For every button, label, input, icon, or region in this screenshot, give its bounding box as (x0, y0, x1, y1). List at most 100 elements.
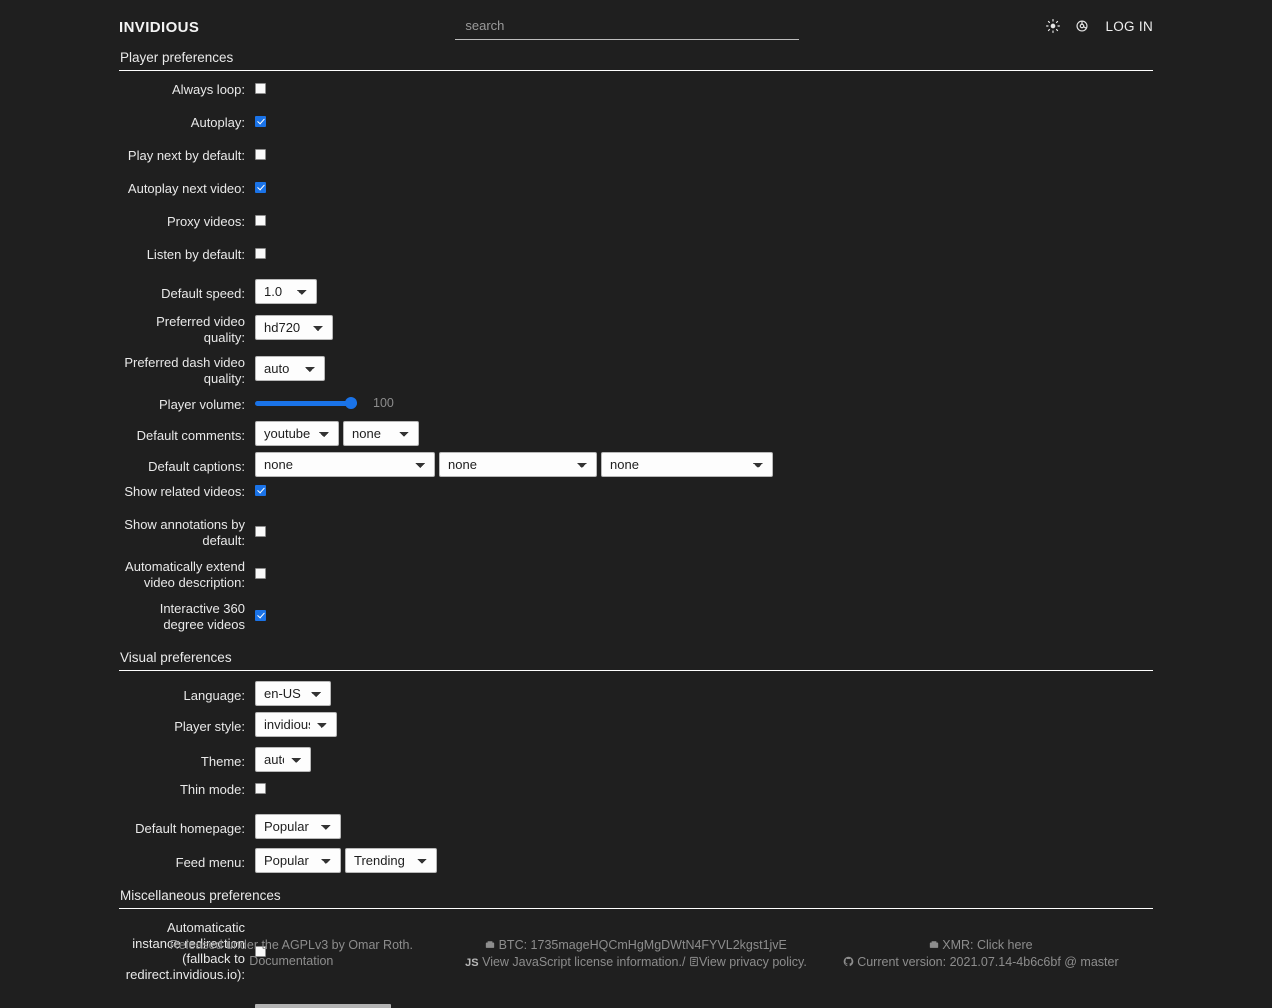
preferences-page: Player preferences Always loop: Autoplay… (0, 50, 1272, 1008)
checkbox-show-annotations[interactable] (255, 526, 266, 537)
pref-row-default-speed: Default speed: 1.0 (119, 279, 1153, 304)
section-divider-player (119, 70, 1153, 71)
footer-xmr-link[interactable]: XMR: Click here (942, 938, 1033, 952)
label-thin-mode: Thin mode: (179, 782, 245, 797)
footer-documentation-link[interactable]: Documentation (249, 953, 334, 968)
checkbox-proxy-videos[interactable] (255, 215, 266, 226)
label-auto-redirect: Automaticatic instance redirection (fall… (125, 920, 245, 982)
select-dash-quality[interactable]: auto (255, 356, 325, 381)
label-play-next: Play next by default: (127, 148, 245, 163)
checkbox-extend-description[interactable] (255, 568, 266, 579)
checkbox-auto-redirect[interactable] (255, 946, 266, 957)
sun-icon[interactable] (1045, 18, 1061, 34)
footer-separator: / (681, 954, 686, 969)
label-always-loop: Always loop: (172, 82, 245, 97)
section-legend-visual: Visual preferences (120, 650, 232, 665)
footer-btc-link[interactable]: BTC: 1735mageHQCmHgMgDWtN4FYVL2kgst1jvE (498, 938, 787, 952)
select-default-comments-2[interactable]: none (343, 421, 419, 446)
pref-row-play-next: Play next by default: (119, 147, 1153, 169)
pref-row-extend-description: Automatically extend video description: (119, 558, 1153, 590)
checkbox-interactive-360[interactable] (255, 610, 266, 621)
label-homepage: Default homepage: (135, 820, 245, 836)
label-show-related: Show related videos: (124, 484, 245, 499)
footer-right: XMR: Click here Current version: 2021.07… (808, 938, 1153, 971)
select-player-style[interactable]: invidious (255, 712, 337, 737)
footer-js-license-link[interactable]: View JavaScript license information. (482, 954, 682, 969)
checkbox-listen-default[interactable] (255, 248, 266, 259)
select-homepage[interactable]: Popular (255, 814, 341, 839)
section-legend-misc: Miscellaneous preferences (120, 888, 281, 903)
footer-center: BTC: 1735mageHQCmHgMgDWtN4FYVL2kgst1jvE … (464, 938, 809, 971)
pref-row-player-volume: Player volume: 100 (119, 392, 1153, 414)
brand-logo[interactable]: INVIDIOUS (119, 19, 200, 36)
label-dash-quality: Preferred dash video quality: (124, 355, 245, 386)
checkbox-autoplay[interactable] (255, 116, 266, 127)
pref-row-proxy-videos: Proxy videos: (119, 213, 1153, 235)
checkbox-show-related[interactable] (255, 485, 266, 496)
pref-row-listen-default: Listen by default: (119, 246, 1153, 268)
pref-row-default-captions: Default captions: none none none (119, 452, 1153, 477)
footer-btc-line: BTC: 1735mageHQCmHgMgDWtN4FYVL2kgst1jvE (464, 938, 809, 955)
select-default-captions-2[interactable]: none (439, 452, 597, 477)
login-link[interactable]: LOG IN (1105, 18, 1153, 34)
section-divider-visual (119, 670, 1153, 671)
label-interactive-360: Interactive 360 degree videos (159, 601, 245, 632)
label-player-style: Player style: (174, 718, 245, 734)
select-default-captions-1[interactable]: none (255, 452, 435, 477)
select-feed-menu-1[interactable]: Popular (255, 848, 341, 873)
footer-privacy-link[interactable]: View privacy policy. (698, 954, 807, 969)
pref-row-save: Save preferences (119, 1004, 1153, 1008)
pref-row-video-quality: Preferred video quality: hd720 (119, 310, 1153, 345)
label-show-annotations: Show annotations by default: (124, 517, 245, 548)
checkbox-autoplay-next[interactable] (255, 182, 266, 193)
select-default-captions-3[interactable]: none (601, 452, 773, 477)
player-volume-value: 100 (373, 396, 394, 410)
pref-row-feed-menu: Feed menu: Popular Trending (119, 848, 1153, 873)
label-default-comments: Default comments: (136, 427, 245, 443)
pref-row-language: Language: en-US (119, 681, 1153, 706)
section-legend-player: Player preferences (120, 50, 234, 65)
footer: Released under the AGPLv3 by Omar Roth. … (0, 938, 1272, 971)
select-feed-menu-2[interactable]: Trending (345, 848, 437, 873)
label-autoplay: Autoplay: (190, 115, 245, 130)
pref-row-always-loop: Always loop: (119, 81, 1153, 103)
label-language: Language: (183, 687, 245, 703)
select-language[interactable]: en-US (255, 681, 331, 706)
pref-row-auto-redirect: Automaticatic instance redirection (fall… (119, 919, 1153, 982)
pref-row-autoplay: Autoplay: (119, 114, 1153, 136)
pref-row-default-comments: Default comments: youtube none (119, 421, 1153, 446)
select-theme[interactable]: auto (255, 747, 311, 772)
label-listen-default: Listen by default: (146, 247, 245, 262)
navbar-actions: LOG IN (1045, 14, 1153, 34)
footer-left: Released under the AGPLv3 by Omar Roth. … (119, 938, 464, 971)
footer-version-link[interactable]: Current version: 2021.07.14-4b6c6bf @ ma… (857, 954, 1119, 969)
github-icon (843, 956, 854, 972)
label-proxy-videos: Proxy videos: (166, 214, 245, 229)
select-default-comments-1[interactable]: youtube (255, 421, 339, 446)
bitcoin-icon (485, 939, 495, 955)
pref-row-interactive-360: Interactive 360 degree videos (119, 600, 1153, 632)
section-divider-misc (119, 908, 1153, 909)
gear-icon[interactable] (1074, 18, 1090, 34)
checkbox-always-loop[interactable] (255, 83, 266, 94)
select-default-speed[interactable]: 1.0 (255, 279, 317, 304)
search-input[interactable] (455, 14, 800, 40)
slider-player-volume[interactable] (255, 400, 357, 406)
label-extend-description: Automatically extend video description: (125, 559, 245, 590)
label-default-speed: Default speed: (161, 285, 245, 301)
pref-row-player-style: Player style: invidious (119, 712, 1153, 737)
footer-license-text: Released under the AGPLv3 by Omar Roth. (169, 938, 413, 952)
save-preferences-button[interactable]: Save preferences (255, 1004, 391, 1008)
navbar: INVIDIOUS LOG I (0, 0, 1272, 50)
pref-row-show-annotations: Show annotations by default: (119, 516, 1153, 548)
checkbox-play-next[interactable] (255, 149, 266, 160)
search-container (199, 14, 1045, 40)
footer-xmr-line: XMR: Click here (808, 938, 1153, 955)
pref-row-autoplay-next: Autoplay next video: (119, 180, 1153, 202)
pref-row-dash-quality: Preferred dash video quality: auto (119, 351, 1153, 386)
footer-js-line: JS View JavaScript license information./… (464, 955, 809, 972)
pref-row-theme: Theme: auto (119, 747, 1153, 772)
label-feed-menu: Feed menu: (175, 854, 245, 870)
select-video-quality[interactable]: hd720 (255, 315, 333, 340)
checkbox-thin-mode[interactable] (255, 783, 266, 794)
